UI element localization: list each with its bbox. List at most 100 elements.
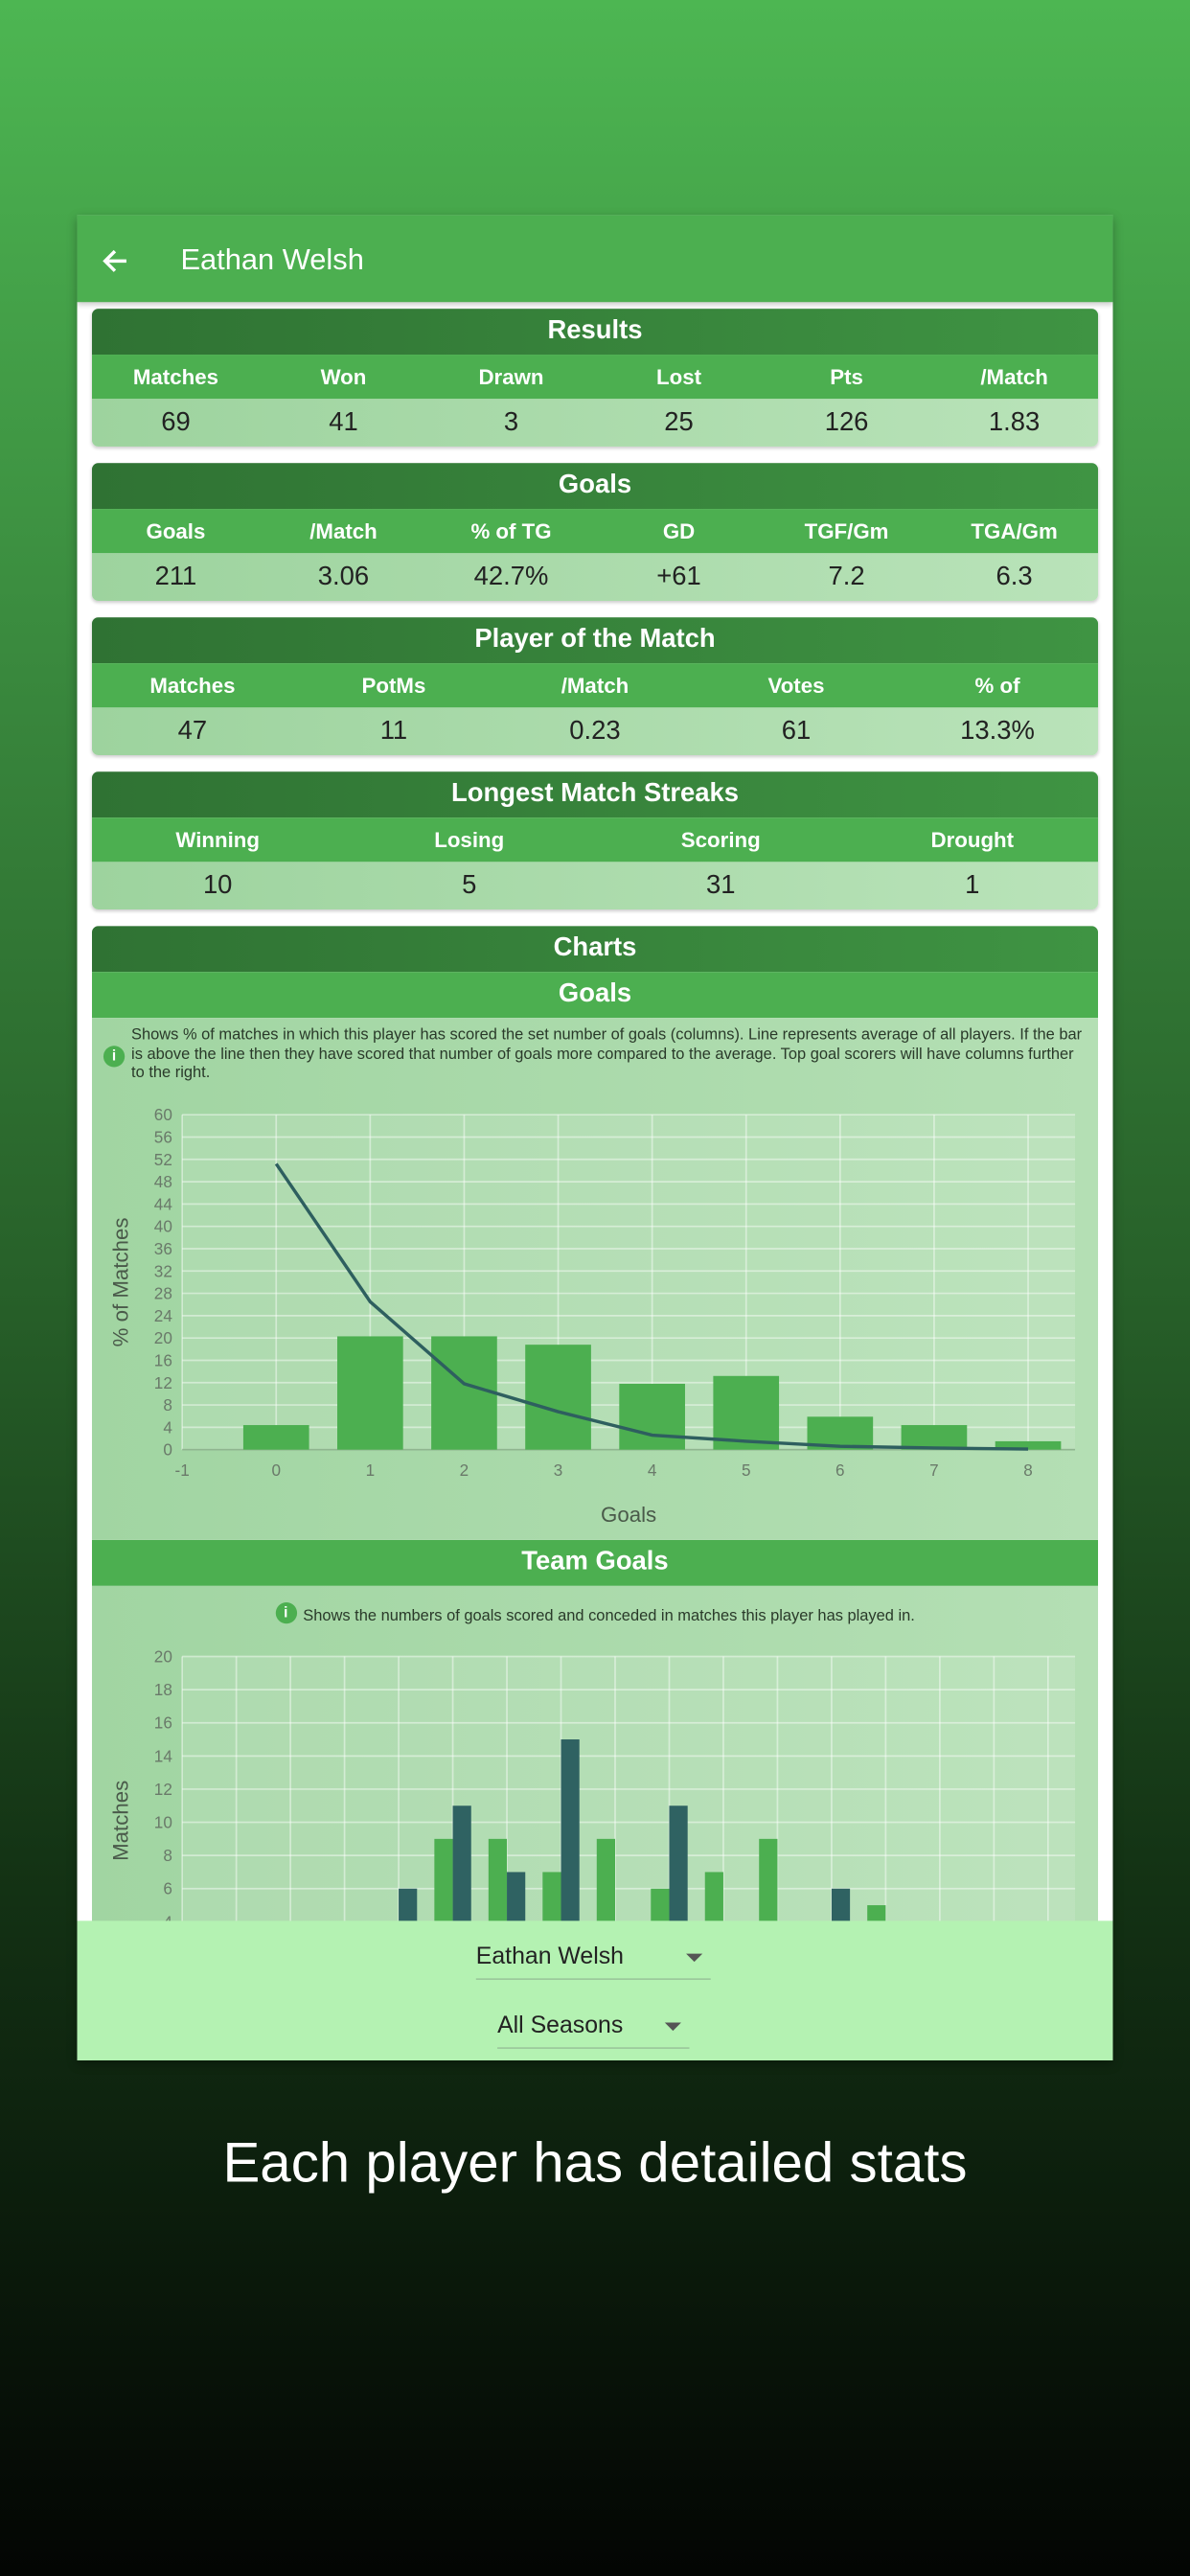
stat-value: 25 xyxy=(664,408,694,437)
y-tick-label: 8 xyxy=(163,1395,172,1414)
section-title: Charts xyxy=(91,926,1099,973)
y-tick-label: 52 xyxy=(154,1150,172,1169)
stat-value: 126 xyxy=(824,408,869,437)
season-dropdown[interactable]: All Seasons xyxy=(497,2012,690,2049)
value-row: 69 41 3 25 126 1.83 xyxy=(91,399,1099,447)
x-tick-label: 8 xyxy=(1023,1460,1033,1480)
chart-note: Shows the numbers of goals scored and co… xyxy=(303,1607,915,1625)
column-header: Drought xyxy=(930,827,1015,853)
column-header: Scoring xyxy=(680,827,761,853)
bar xyxy=(713,1375,780,1450)
value-row: 47 11 0.23 61 13.3% xyxy=(91,707,1099,756)
header-row: Goals/Match % of TG GD TGF/Gm TGA/Gm xyxy=(91,509,1099,554)
y-tick-label: 8 xyxy=(163,1846,172,1865)
bar xyxy=(525,1345,591,1450)
stat-value: 69 xyxy=(161,408,191,437)
y-axis-label: Matches xyxy=(109,1781,133,1861)
column-header: Winning xyxy=(175,827,261,853)
stat-value: 3.06 xyxy=(317,563,370,591)
stat-value: 42.7% xyxy=(473,563,549,591)
y-tick-label: 12 xyxy=(154,1373,172,1392)
header-row: Matches PotMs/Match Votes % of xyxy=(91,663,1099,708)
y-tick-label: 14 xyxy=(154,1746,173,1765)
section-title: Goals xyxy=(91,463,1099,510)
y-tick-label: 18 xyxy=(154,1680,172,1699)
y-tick-label: 48 xyxy=(154,1172,172,1191)
x-tick-label: 0 xyxy=(271,1460,281,1480)
column-header: Goals xyxy=(146,518,206,544)
column-header: PotMs xyxy=(361,673,426,699)
y-tick-label: 16 xyxy=(154,1350,172,1369)
x-tick-label: 3 xyxy=(554,1460,563,1480)
chart-title: Team Goals xyxy=(91,1539,1099,1586)
stat-value: 47 xyxy=(177,717,208,746)
stat-value: 31 xyxy=(706,871,736,900)
bar xyxy=(242,1425,309,1450)
app-card: Eathan Welsh Results Matches Won Drawn Lost P… xyxy=(77,215,1113,2060)
chart-note: Shows % of matches in which this player … xyxy=(131,1025,1083,1082)
column-header: /Match xyxy=(309,518,378,544)
stat-value: 13.3% xyxy=(960,717,1035,746)
y-tick-label: 40 xyxy=(154,1217,172,1236)
section-title: Results xyxy=(91,309,1099,356)
y-tick-label: 6 xyxy=(163,1879,172,1898)
column-header: Pts xyxy=(830,364,863,390)
column-header: Drawn xyxy=(478,364,544,390)
stat-value: 211 xyxy=(154,563,197,591)
column-header: TGF/Gm xyxy=(804,518,889,544)
y-tick-label: 16 xyxy=(154,1714,172,1733)
y-tick-label: 4 xyxy=(163,1417,172,1437)
line xyxy=(274,1162,1029,1451)
stat-section: Longest Match Streaks Winning Losing Scorin… xyxy=(91,771,1099,910)
stat-section: Player of the Match Matches PotMs/Match Vot… xyxy=(91,617,1099,756)
chart-panel: i Shows % of matches in which this playe… xyxy=(91,1018,1099,1540)
bar xyxy=(995,1440,1062,1450)
y-tick-label: 12 xyxy=(154,1780,172,1799)
column-header: GD xyxy=(662,518,696,544)
dropdown-arrow xyxy=(664,2022,681,2032)
x-tick-label: 7 xyxy=(929,1460,939,1480)
x-tick-label: 4 xyxy=(648,1460,657,1480)
stats: Results Matches Won Drawn Lost Pts/Match 69 41 3… xyxy=(78,302,1113,2060)
charts-section: Charts Goals i Shows % of matches in whi… xyxy=(91,926,1099,2060)
dropdown-arrow xyxy=(686,1953,703,1963)
column-header: % of xyxy=(974,673,1020,699)
x-tick-label: 2 xyxy=(460,1460,469,1480)
bar xyxy=(337,1336,403,1450)
stat-value: 6.3 xyxy=(995,563,1033,591)
column-header: Votes xyxy=(767,673,825,699)
header-row: Winning Losing Scoring Drought xyxy=(91,817,1099,862)
app-bar: Eathan Welsh xyxy=(77,215,1113,303)
column-header: Matches xyxy=(149,673,236,699)
y-tick-label: 20 xyxy=(154,1328,172,1347)
info-icon: i xyxy=(103,1046,126,1068)
dropdown-value: All Seasons xyxy=(497,2012,624,2039)
y-tick-label: 56 xyxy=(154,1127,172,1146)
stat-tables: Results Matches Won Drawn Lost Pts/Match 69 41 3… xyxy=(91,309,1099,910)
player-dropdown[interactable]: Eathan Welsh xyxy=(475,1944,711,1980)
stat-value: 5 xyxy=(462,871,477,900)
x-tick-label: 5 xyxy=(742,1460,751,1480)
info-icon: i xyxy=(275,1602,297,1624)
stat-value: 3 xyxy=(503,408,519,437)
back-button[interactable] xyxy=(102,248,127,274)
value-row: 211 3.06 42.7% +61 7.2 6.3 xyxy=(91,553,1099,601)
stat-value: +61 xyxy=(656,563,701,591)
y-tick-label: 28 xyxy=(154,1284,172,1303)
y-tick-label: 24 xyxy=(154,1306,173,1325)
value-row: 10 5 31 1 xyxy=(91,862,1099,910)
y-axis-label: % of Matches xyxy=(109,1217,133,1346)
page-title: Eathan Welsh xyxy=(180,242,364,276)
column-header: Losing xyxy=(434,827,505,853)
caption: Each player has detailed stats xyxy=(222,2132,968,2196)
y-tick-label: 36 xyxy=(154,1239,172,1258)
bar xyxy=(901,1425,968,1450)
stat-value: 61 xyxy=(781,717,812,746)
dropdown-value: Eathan Welsh xyxy=(475,1944,625,1970)
column-header: /Match xyxy=(561,673,629,699)
column-header: TGA/Gm xyxy=(971,518,1058,544)
chart-title: Goals xyxy=(91,972,1099,1019)
y-tick-label: 60 xyxy=(154,1105,172,1124)
stat-value: 1.83 xyxy=(988,408,1041,437)
